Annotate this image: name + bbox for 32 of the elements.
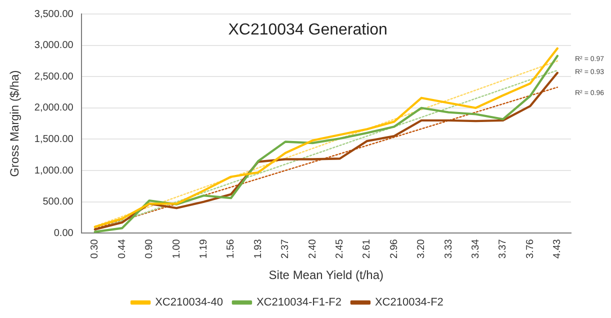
x-tick-label: 1.93 — [252, 238, 264, 259]
x-tick-label: 3.34 — [470, 238, 482, 259]
legend-label: XC210034-F1-F2 — [256, 296, 342, 309]
x-tick-label: 1.00 — [171, 238, 182, 259]
x-tick-label: 1.56 — [226, 238, 237, 259]
legend-label: XC210034-F2 — [374, 296, 444, 309]
x-tick-label: 2.96 — [388, 238, 400, 259]
y-tick-label: 3,500.00 — [34, 8, 74, 20]
x-tick-label: 3.37 — [498, 238, 509, 259]
x-tick-label: 2.40 — [307, 238, 318, 259]
x-tick-label: 1.19 — [198, 238, 210, 259]
x-tick-label: 0.30 — [90, 238, 101, 259]
y-tick-label: 500.00 — [42, 196, 74, 208]
legend-label: XC210034-40 — [155, 296, 223, 309]
x-tick-label: 4.43 — [552, 238, 564, 259]
x-axis-title: Site Mean Yield (t/ha) — [268, 268, 384, 282]
y-tick-label: 1,500.00 — [34, 134, 74, 145]
x-tick-label: 2.45 — [334, 238, 346, 259]
x-tick-label: 2.37 — [280, 238, 292, 259]
x-tick-label: 2.61 — [362, 238, 373, 259]
y-tick-label: 1,000.00 — [34, 165, 74, 176]
x-tick-label: 0.44 — [116, 238, 128, 259]
x-tick-label: 3.33 — [443, 238, 454, 259]
y-tick-label: 2,000.00 — [34, 102, 74, 114]
x-tick-label: 0.90 — [144, 238, 156, 259]
x-tick-label: 3.76 — [524, 238, 536, 259]
y-tick-label: 0.00 — [54, 228, 74, 239]
y-tick-label: 2,500.00 — [34, 71, 74, 82]
chart-title: XC210034 Generation — [228, 21, 388, 38]
y-tick-label: 3,000.00 — [34, 40, 74, 52]
x-tick-label: 3.20 — [416, 238, 428, 259]
y-axis-title: Gross Margin ($/ha) — [8, 70, 22, 177]
